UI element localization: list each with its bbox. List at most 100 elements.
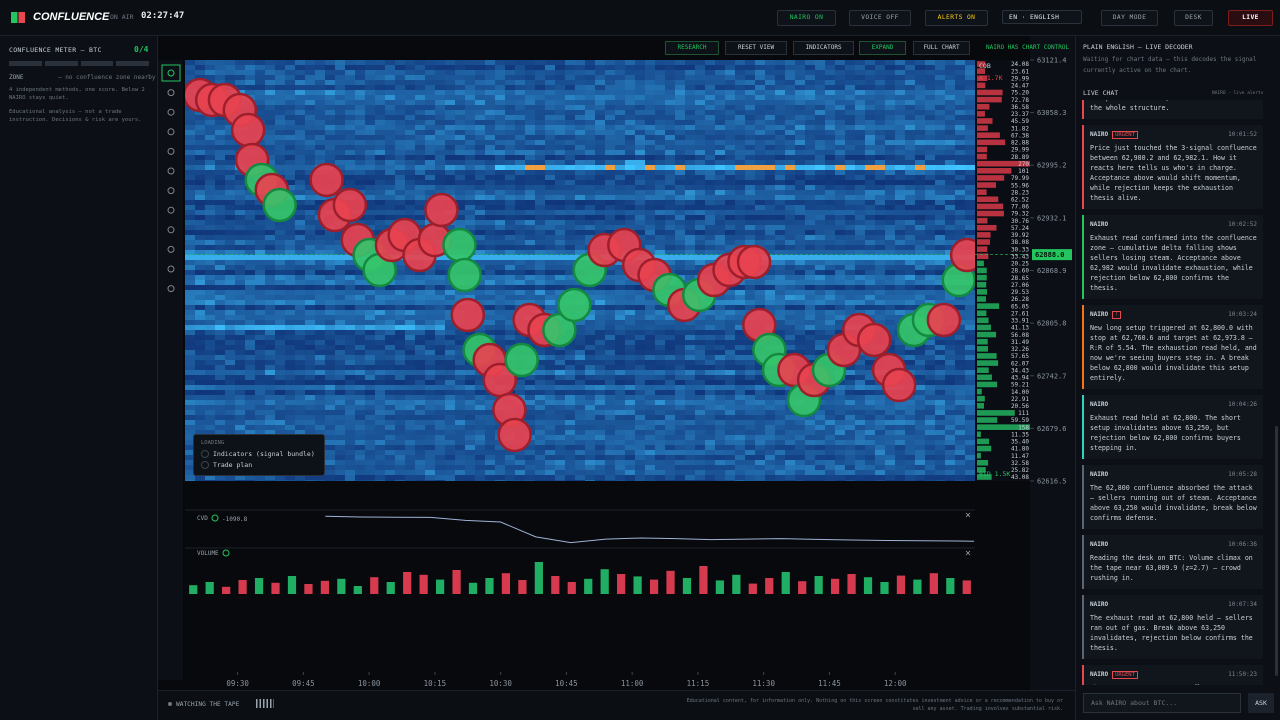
heatmap-cell xyxy=(625,75,635,80)
heatmap-cell xyxy=(365,380,375,385)
heatmap-cell xyxy=(255,415,265,420)
heatmap-cell xyxy=(375,430,385,435)
alerts-toggle[interactable]: ALERTS ON xyxy=(925,10,988,26)
heatmap-cell xyxy=(345,370,355,375)
heatmap-cell xyxy=(555,350,565,355)
heatmap-cell xyxy=(225,200,235,205)
heatmap-cell xyxy=(635,470,645,475)
heatmap-cell xyxy=(325,85,335,90)
heatmap-cell xyxy=(375,60,385,65)
heatmap-cell xyxy=(365,445,375,450)
heatmap-cell xyxy=(425,155,435,160)
heatmap-cell xyxy=(245,260,255,265)
heatmap-cell xyxy=(615,445,625,450)
heatmap-cell xyxy=(595,375,605,380)
heatmap-cell xyxy=(595,415,605,420)
meter-bar xyxy=(9,61,149,66)
heatmap-cell xyxy=(715,315,725,320)
heatmap-cell xyxy=(695,135,705,140)
heatmap-cell xyxy=(315,330,325,335)
heatmap-cell xyxy=(445,75,455,80)
heatmap-cell xyxy=(355,460,365,465)
nairo-toggle[interactable]: NAIRO ON xyxy=(777,10,836,26)
heatmap-cell xyxy=(405,420,415,425)
heatmap-cell xyxy=(435,60,445,65)
heatmap-cell xyxy=(195,255,205,260)
heatmap-cell xyxy=(765,200,775,205)
heatmap-cell xyxy=(545,225,555,230)
heatmap-cell xyxy=(315,400,325,405)
heatmap-cell xyxy=(375,145,385,150)
heatmap-cell xyxy=(475,300,485,305)
heatmap-cell xyxy=(285,330,295,335)
day-mode[interactable]: DAY MODE xyxy=(1101,10,1158,26)
heatmap-cell xyxy=(535,120,545,125)
heatmap-cell xyxy=(655,175,665,180)
heatmap-cell xyxy=(665,225,675,230)
heatmap-cell xyxy=(455,400,465,405)
heatmap-cell xyxy=(725,135,735,140)
heatmap-cell xyxy=(745,215,755,220)
heatmap-cell xyxy=(545,140,555,145)
heatmap-cell xyxy=(685,65,695,70)
heatmap-cell xyxy=(675,70,685,75)
heatmap-cell xyxy=(545,390,555,395)
heatmap-cell xyxy=(285,70,295,75)
heatmap-cell xyxy=(235,250,245,255)
heatmap-cell xyxy=(395,395,405,400)
heatmap-cell xyxy=(365,460,375,465)
heatmap-cell xyxy=(545,415,555,420)
heatmap-cell xyxy=(375,445,385,450)
heatmap-cell xyxy=(435,375,445,380)
heatmap-cell xyxy=(685,395,695,400)
heatmap-cell xyxy=(395,215,405,220)
voice-toggle[interactable]: VOICE OFF xyxy=(849,10,911,26)
heatmap-cell xyxy=(425,370,435,375)
heatmap-cell xyxy=(625,385,635,390)
heatmap-cell xyxy=(275,480,285,481)
heatmap-cell xyxy=(585,155,595,160)
heatmap-cell xyxy=(325,125,335,130)
heatmap-cell xyxy=(215,210,225,215)
heatmap-cell xyxy=(285,95,295,100)
heatmap-cell xyxy=(335,355,345,360)
heatmap-cell xyxy=(245,420,255,425)
heatmap-cell xyxy=(185,175,195,180)
desk[interactable]: DESK xyxy=(1174,10,1213,26)
heatmap-cell xyxy=(705,445,715,450)
heatmap-cell xyxy=(485,245,495,250)
heatmap-cell xyxy=(625,420,635,425)
price-axis-bg xyxy=(1030,36,1075,690)
heatmap-cell xyxy=(435,115,445,120)
heatmap-cell xyxy=(635,105,645,110)
heatmap-cell xyxy=(625,135,635,140)
heatmap-cell xyxy=(255,95,265,100)
heatmap-cell xyxy=(375,300,385,305)
heatmap-cell xyxy=(645,405,655,410)
heatmap-cell xyxy=(525,480,535,481)
heatmap-cell xyxy=(365,455,375,460)
heatmap-cell xyxy=(235,280,245,285)
heatmap-cell xyxy=(585,190,595,195)
heatmap-cell xyxy=(545,70,555,75)
heatmap-cell xyxy=(555,285,565,290)
heatmap-cell xyxy=(225,395,235,400)
heatmap-cell xyxy=(295,415,305,420)
heatmap-cell xyxy=(685,175,695,180)
heatmap-cell xyxy=(195,160,205,165)
live-button[interactable]: LIVE xyxy=(1228,10,1273,26)
heatmap-cell xyxy=(565,435,575,440)
heatmap-cell xyxy=(525,285,535,290)
heatmap-cell xyxy=(665,85,675,90)
heatmap-cell xyxy=(205,370,215,375)
heatmap-cell xyxy=(455,100,465,105)
heatmap-cell xyxy=(735,80,745,85)
heatmap-cell xyxy=(205,255,215,260)
heatmap-cell xyxy=(405,155,415,160)
language-select[interactable]: EN · ENGLISH xyxy=(1002,10,1082,24)
heatmap-cell xyxy=(525,245,535,250)
heatmap-cell xyxy=(455,90,465,95)
heatmap-cell xyxy=(765,160,775,165)
heatmap-cell xyxy=(395,100,405,105)
heatmap-cell xyxy=(665,385,675,390)
